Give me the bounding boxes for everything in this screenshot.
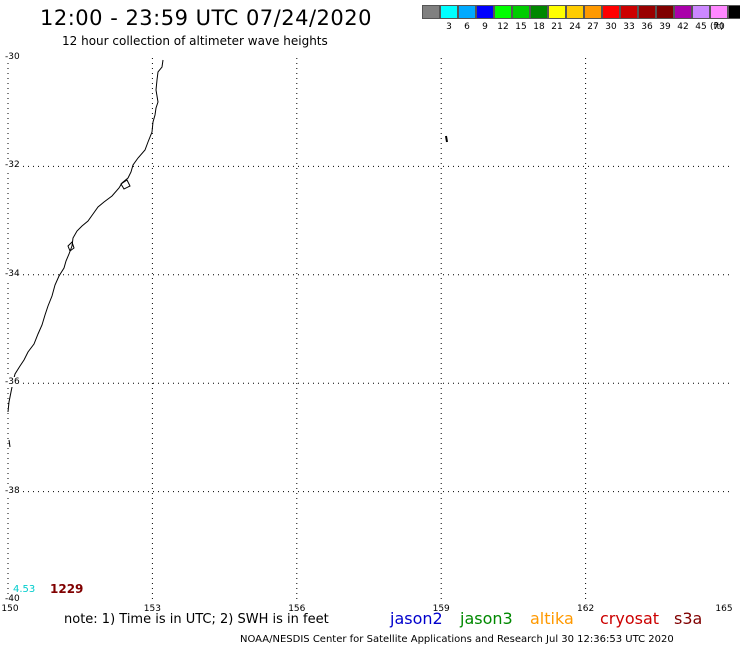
legend-swatch (476, 5, 494, 19)
legend-swatch (674, 5, 692, 19)
latitude-tick-label: -36 (4, 377, 21, 388)
legend-labels: 3 6 9 12 15 18 21 24 27 30 33 36 39 42 45 70 (422, 22, 740, 32)
satellite-jason2: jason2 (390, 609, 443, 628)
legend-label: 3 (446, 22, 452, 32)
island (445, 135, 448, 143)
legend-label: 18 (533, 22, 545, 32)
coastline-segment (67, 241, 75, 252)
legend-swatch (566, 5, 584, 19)
legend-swatch (602, 5, 620, 19)
longitude-tick-label: 162 (577, 604, 595, 614)
legend-swatches (422, 5, 740, 19)
longitude-tick-label: 153 (143, 604, 161, 614)
legend-label: 33 (623, 22, 635, 32)
legend-label: 30 (605, 22, 617, 32)
latitude-tick-label: -34 (4, 268, 21, 279)
legend-swatch (584, 5, 602, 19)
legend-swatch (638, 5, 656, 19)
legend-label: 39 (659, 22, 671, 32)
legend-label: 9 (482, 22, 488, 32)
legend-label: 45 (695, 22, 707, 32)
satellite-cryosat: cryosat (600, 609, 660, 628)
legend-swatch (656, 5, 674, 19)
legend-swatch (512, 5, 530, 19)
satellite-s3a: s3a (674, 609, 703, 628)
coastline-segment (120, 179, 131, 190)
latitude-tick-label: -30 (4, 52, 21, 62)
footer-note: note: 1) Time is in UTC; 2) SWH is in fe… (64, 612, 329, 627)
legend-swatch (458, 5, 476, 19)
legend-swatch (620, 5, 638, 19)
latitude-tick-label: -32 (4, 160, 21, 171)
legend-swatch (422, 5, 440, 19)
legend-swatch (440, 5, 458, 19)
satellite-jason3: jason3 (460, 609, 513, 628)
coastline-segment (8, 439, 11, 448)
map-title: 12:00 - 23:59 UTC 07/24/2020 (40, 6, 372, 30)
legend-label: 70 (713, 22, 725, 32)
legend-swatch (692, 5, 710, 19)
color-legend: 3 6 9 12 15 18 21 24 27 30 33 36 39 42 45 70 (ft) (422, 5, 740, 32)
longitude-tick-label: 150 (1, 604, 19, 614)
legend-swatch (494, 5, 512, 19)
longitude-tick-label: 156 (288, 604, 306, 614)
legend-label: 6 (464, 22, 470, 32)
legend-swatch (530, 5, 548, 19)
legend-label: 21 (551, 22, 563, 32)
legend-label: 42 (677, 22, 689, 32)
satellite-altika: altika (530, 609, 574, 628)
legend-label: 36 (641, 22, 653, 32)
legend-label: 12 (497, 22, 509, 32)
longitude-tick-label: 159 (432, 604, 450, 614)
legend-swatch (548, 5, 566, 19)
map-subtitle: 12 hour collection of altimeter wave hei… (62, 34, 328, 48)
credit-line: NOAA/NESDIS Center for Satellite Applica… (240, 634, 674, 645)
min-wave-height: 4.53 (13, 584, 36, 595)
latitude-tick-label: -38 (4, 485, 21, 496)
coastline (7, 59, 164, 413)
legend-label: 27 (587, 22, 599, 32)
legend-swatch (728, 5, 740, 19)
observation-count: 1229 (50, 582, 84, 596)
legend-label: 15 (515, 22, 527, 32)
latitude-tick-label: -40 (4, 594, 21, 604)
legend-swatch (710, 5, 728, 19)
longitude-tick-label: 165 (715, 604, 733, 614)
grid-lines (8, 58, 730, 600)
legend-unit: (ft) (710, 22, 724, 32)
legend-label: 24 (569, 22, 581, 32)
